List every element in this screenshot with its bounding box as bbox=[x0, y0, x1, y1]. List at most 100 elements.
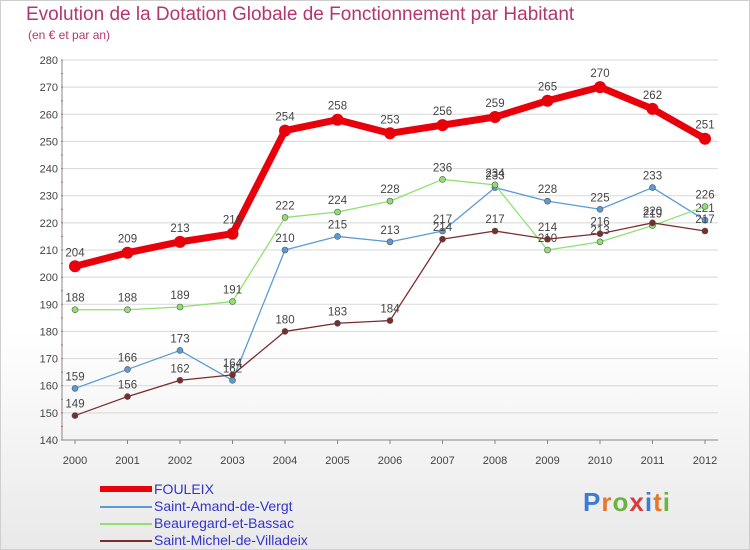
data-label: 159 bbox=[65, 371, 84, 383]
data-label: 204 bbox=[65, 247, 85, 259]
y-tick-label: 240 bbox=[40, 164, 58, 176]
data-label: 253 bbox=[380, 114, 399, 126]
data-point bbox=[176, 303, 184, 311]
data-point bbox=[69, 260, 81, 273]
data-label: 259 bbox=[485, 98, 504, 110]
y-tick-label: 220 bbox=[40, 218, 58, 230]
data-point bbox=[384, 127, 396, 140]
y-tick-label: 280 bbox=[40, 55, 58, 67]
data-point bbox=[176, 376, 184, 384]
data-point bbox=[121, 246, 134, 259]
data-point bbox=[436, 119, 449, 132]
data-label: 214 bbox=[433, 222, 453, 234]
data-point bbox=[594, 81, 606, 94]
data-label: 225 bbox=[590, 192, 609, 204]
data-label: 226 bbox=[695, 190, 714, 202]
data-label: 216 bbox=[590, 217, 609, 229]
y-tick-label: 210 bbox=[40, 245, 58, 257]
data-point bbox=[596, 230, 604, 238]
data-point bbox=[124, 306, 131, 314]
data-label: 219 bbox=[643, 209, 662, 221]
data-label: 220 bbox=[643, 206, 662, 218]
data-label: 233 bbox=[643, 171, 662, 183]
legend-swatch-beauregard bbox=[100, 523, 152, 525]
data-label: 256 bbox=[433, 106, 452, 118]
logo-letter: r bbox=[601, 487, 613, 517]
data-label: 164 bbox=[223, 358, 243, 370]
data-point bbox=[544, 197, 551, 205]
y-tick-label: 170 bbox=[40, 354, 58, 366]
data-point bbox=[71, 385, 79, 392]
y-tick-label: 230 bbox=[40, 191, 58, 203]
data-point bbox=[281, 246, 289, 254]
logo-letter: i bbox=[662, 487, 671, 517]
data-point bbox=[646, 102, 659, 115]
data-point bbox=[544, 246, 551, 254]
data-point bbox=[71, 412, 79, 419]
data-point bbox=[439, 235, 446, 243]
legend-label-saint-amand: Saint-Amand-de-Vergt bbox=[154, 498, 293, 514]
data-point bbox=[124, 366, 131, 373]
data-label: 173 bbox=[170, 333, 189, 345]
y-tick-label: 260 bbox=[40, 109, 58, 121]
data-point bbox=[229, 376, 236, 384]
data-label: 228 bbox=[380, 184, 399, 196]
data-label: 217 bbox=[485, 214, 504, 226]
data-point bbox=[334, 319, 341, 327]
legend-label-beauregard: Beauregard-et-Bassac bbox=[154, 515, 295, 531]
x-tick-label: 2009 bbox=[535, 455, 559, 467]
data-point bbox=[439, 227, 446, 235]
x-tick-label: 2011 bbox=[641, 455, 665, 467]
y-tick-label: 180 bbox=[40, 326, 58, 338]
data-point bbox=[71, 306, 79, 314]
data-label: 149 bbox=[65, 399, 84, 411]
data-point bbox=[229, 371, 236, 379]
data-label: 180 bbox=[275, 314, 294, 326]
data-label: 162 bbox=[170, 363, 189, 375]
data-point bbox=[701, 227, 709, 235]
data-label: 217 bbox=[433, 214, 452, 226]
proxiti-logo: Proxiti bbox=[583, 487, 671, 518]
y-tick-label: 250 bbox=[40, 136, 58, 148]
data-label: 265 bbox=[538, 82, 557, 94]
data-point bbox=[334, 208, 341, 216]
data-point bbox=[491, 227, 499, 235]
data-point bbox=[491, 181, 499, 189]
data-label: 262 bbox=[643, 90, 662, 102]
x-tick-label: 2003 bbox=[220, 455, 244, 467]
data-label: 215 bbox=[328, 219, 347, 231]
data-label: 236 bbox=[433, 162, 452, 174]
legend-swatch-saint-amand bbox=[100, 506, 152, 508]
logo-letter: i bbox=[644, 487, 654, 517]
data-point bbox=[596, 205, 604, 213]
logo-letter: o bbox=[612, 487, 630, 517]
legend-swatch-saint-michel bbox=[100, 540, 152, 542]
data-point bbox=[544, 235, 551, 243]
data-label: 224 bbox=[328, 195, 348, 207]
data-label: 188 bbox=[65, 293, 84, 305]
data-point bbox=[281, 328, 289, 335]
data-label: 270 bbox=[590, 68, 609, 80]
x-tick-label: 2002 bbox=[168, 455, 192, 467]
y-tick-label: 200 bbox=[40, 272, 58, 284]
data-label: 162 bbox=[223, 363, 242, 375]
data-point bbox=[176, 347, 184, 354]
y-tick-label: 160 bbox=[40, 381, 58, 393]
data-label: 156 bbox=[118, 380, 137, 392]
data-point bbox=[281, 214, 289, 221]
data-point bbox=[386, 197, 394, 205]
data-point bbox=[279, 124, 291, 137]
data-point bbox=[334, 233, 341, 240]
data-label: 183 bbox=[328, 306, 347, 318]
data-label: 222 bbox=[275, 200, 294, 212]
data-point bbox=[386, 238, 394, 246]
y-tick-label: 140 bbox=[40, 435, 58, 447]
data-label: 233 bbox=[485, 171, 504, 183]
data-label: 184 bbox=[380, 304, 400, 316]
data-label: 234 bbox=[485, 168, 505, 180]
data-point bbox=[331, 113, 344, 126]
data-label: 254 bbox=[275, 112, 295, 124]
chart-title: Evolution de la Dotation Globale de Fonc… bbox=[26, 4, 575, 25]
data-label: 189 bbox=[170, 290, 189, 302]
